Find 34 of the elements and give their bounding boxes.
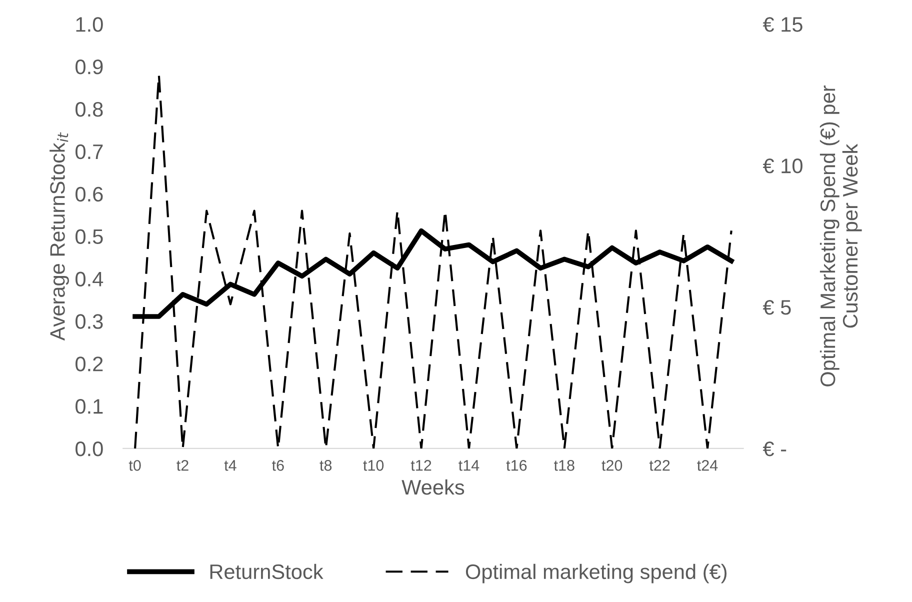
y-tick-label: 0.6: [76, 186, 103, 202]
x-tick-label: t14: [458, 460, 480, 471]
y-tick-label: 0.7: [76, 144, 103, 160]
y2-tick-label: € -: [762, 441, 786, 456]
x-tick-label: t10: [363, 460, 384, 471]
x-tick-label: t2: [176, 460, 188, 471]
y-tick-label: 0.0: [76, 441, 103, 456]
x-tick-label: t12: [410, 460, 432, 471]
y-tick-label: 0.1: [76, 399, 103, 414]
y2-tick-label: € 10: [762, 158, 802, 174]
x-tick-label: t8: [320, 460, 332, 471]
x-tick-label: t22: [649, 460, 670, 471]
y-tick-label: 1.0: [76, 17, 103, 32]
legend-label: Optimal marketing spend (€): [466, 564, 727, 584]
y-tick-label: 0.8: [76, 102, 103, 117]
y2-axis-title: Optimal Marketing Spend (€) per Customer per Week: [820, 86, 862, 386]
legend-label: ReturnStock: [210, 564, 324, 580]
x-tick-label: t18: [554, 460, 574, 471]
y-axis-title: Average ReturnStock$_{it}$: [50, 132, 69, 341]
x-axis-title: Weeks: [402, 479, 464, 495]
y-tick-label: 0.4: [76, 272, 104, 286]
x-tick-label: t4: [224, 460, 236, 471]
x-tick-label: t0: [128, 460, 141, 471]
y2-tick-label: € 5: [762, 300, 791, 315]
y-tick-label: 0.5: [76, 229, 103, 244]
y2-tick-label: € 15: [762, 17, 802, 32]
x-tick-label: t6: [272, 460, 284, 471]
x-tick-label: t20: [602, 460, 622, 471]
x-tick-label: t16: [506, 460, 527, 471]
y-tick-label: 0.3: [76, 314, 103, 329]
y-tick-label: 0.2: [76, 356, 103, 372]
y-tick-label: 0.9: [76, 60, 103, 74]
x-tick-label: t24: [697, 460, 718, 471]
line-series: [134, 74, 732, 448]
